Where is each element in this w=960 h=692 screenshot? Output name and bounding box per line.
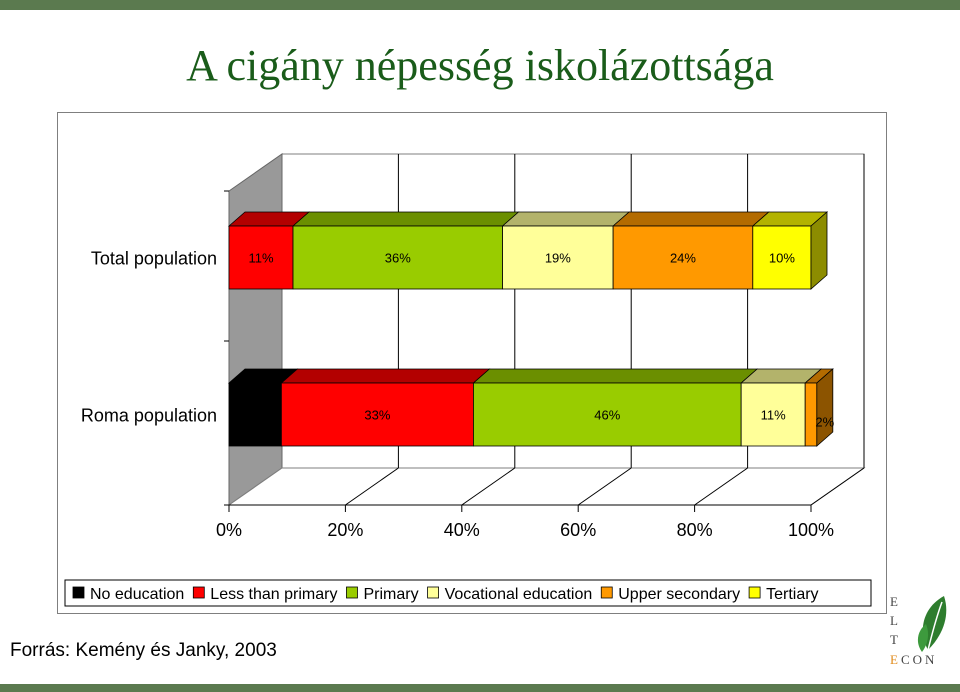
legend-swatch <box>192 586 205 599</box>
data-label: 9% <box>246 408 265 423</box>
data-label: 33% <box>364 408 390 423</box>
leaf-icon <box>917 596 947 652</box>
bar-segment <box>502 225 614 290</box>
bar-side <box>816 368 834 447</box>
bar-side <box>810 211 828 290</box>
data-label: 10% <box>769 251 795 266</box>
gridline-floor <box>577 467 632 506</box>
legend-label: Vocational education <box>445 586 593 603</box>
logo-econ: ECON <box>890 652 938 667</box>
logo-letter: L <box>890 613 899 628</box>
data-label: 19% <box>545 251 571 266</box>
bar-top <box>280 368 491 384</box>
x-tick-label: 0% <box>216 520 242 540</box>
bar-top <box>501 211 631 227</box>
data-label: 11% <box>761 408 786 423</box>
page-title: A cigány népesség iskolázottsága <box>186 41 774 90</box>
legend-label: Upper secondary <box>618 586 740 603</box>
bar-segment <box>280 382 474 447</box>
legend-swatch <box>748 586 761 599</box>
legend-swatch <box>346 586 358 599</box>
bar-top <box>472 368 759 384</box>
gridline-floor <box>345 467 399 506</box>
data-label: 11% <box>248 251 273 266</box>
data-label: 24% <box>670 251 696 266</box>
legend-swatch <box>72 586 85 599</box>
bar-segment <box>740 382 806 447</box>
legend-swatch <box>427 586 439 599</box>
side-wall <box>228 153 283 506</box>
chart-svg: 0% 20% 40% 60% 80% 100% Total population 11% 36%… <box>64 153 872 607</box>
data-label: 2% <box>815 415 834 430</box>
bar-top <box>612 211 770 227</box>
category-label: Total population <box>91 249 217 269</box>
source-text: Forrás: Kemény és Janky, 2003 <box>10 640 277 661</box>
bar-segment <box>612 225 754 290</box>
logo-letter: E <box>890 594 899 609</box>
top-band <box>0 0 960 10</box>
gridline-floor <box>810 467 865 506</box>
gridline-floor <box>694 467 748 506</box>
bar-segment <box>473 382 742 447</box>
category-label: Roma population <box>81 406 217 426</box>
gridline-floor <box>461 467 516 506</box>
data-label: 36% <box>385 251 411 266</box>
chart-container: 0% 20% 40% 60% 80% 100% Total population 11% 36%… <box>57 112 887 614</box>
bar-segment <box>228 382 282 447</box>
data-label: 46% <box>594 408 620 423</box>
legend-swatch <box>600 586 613 599</box>
legend-label: Tertiary <box>766 586 818 603</box>
legend-label: Primary <box>363 586 418 603</box>
logo-letter: T <box>890 632 899 647</box>
bar-top <box>291 211 520 227</box>
x-tick-label: 20% <box>327 520 363 540</box>
x-tick-label: 80% <box>677 520 713 540</box>
legend-label: Less than primary <box>210 586 337 603</box>
floor <box>227 467 866 506</box>
x-tick-label: 40% <box>444 520 480 540</box>
bottom-band <box>0 684 960 692</box>
legend-label: No education <box>90 586 184 603</box>
bar-segment <box>292 225 503 290</box>
x-tick-label: 60% <box>560 520 596 540</box>
x-tick-label: 100% <box>788 520 834 540</box>
